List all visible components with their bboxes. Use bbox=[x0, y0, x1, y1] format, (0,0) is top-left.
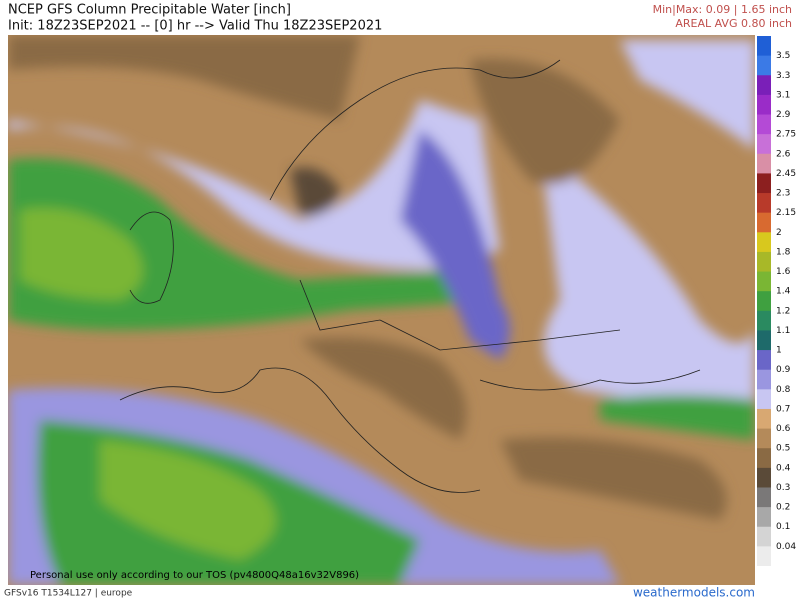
colorbar-segment bbox=[757, 173, 771, 194]
colorbar-segment bbox=[757, 389, 771, 410]
colorbar-label: 0.7 bbox=[776, 404, 790, 414]
colorbar-label: 1.6 bbox=[776, 267, 791, 277]
colorbar-segment bbox=[757, 487, 771, 508]
init-line: Init: 18Z23SEP2021 -- [0] hr --> Valid T… bbox=[8, 19, 382, 34]
colorbar-label: 2.3 bbox=[776, 189, 790, 199]
colorbar-segment bbox=[757, 36, 771, 57]
footer-site: weathermodels.com bbox=[633, 586, 755, 600]
map bbox=[8, 35, 755, 585]
colorbar-label: 0.9 bbox=[776, 365, 791, 375]
colorbar-segment bbox=[757, 153, 771, 174]
colorbar-label: 1.8 bbox=[776, 247, 791, 257]
colorbar-segment bbox=[757, 193, 771, 214]
colorbar-segment bbox=[757, 408, 771, 430]
colorbar-label: 0.1 bbox=[776, 522, 790, 532]
colorbar-label: 0.3 bbox=[776, 483, 790, 493]
footer-model: GFSv16 T1534L127 | europe bbox=[4, 589, 133, 599]
coastlines bbox=[119, 59, 701, 493]
colorbar-label: 3.3 bbox=[776, 71, 790, 81]
colorbar-segment bbox=[757, 291, 771, 312]
colorbar-label: 2.45 bbox=[776, 169, 796, 179]
min-max: Min|Max: 0.09 | 1.65 inch bbox=[653, 3, 792, 16]
colorbar-label: 2.6 bbox=[776, 149, 791, 159]
colorbar-label: 0.5 bbox=[776, 444, 790, 454]
colorbar-segment bbox=[757, 251, 771, 273]
colorbar-segment bbox=[757, 526, 771, 547]
colorbar-label: 2.9 bbox=[776, 110, 791, 120]
areal-avg: AREAL AVG 0.80 inch bbox=[675, 17, 792, 30]
colorbar-label: 3.5 bbox=[776, 51, 790, 61]
colorbar: 3.5 3.3 3.1 2.9 2.75 2.6 2.45 2.3 2.15 2 1.8 1.6 1.4… bbox=[757, 36, 796, 566]
watermark: Personal use only according to our TOS (… bbox=[30, 570, 359, 581]
colorbar-segment bbox=[757, 212, 771, 233]
colorbar-segment bbox=[757, 350, 771, 371]
colorbar-label: 1.1 bbox=[776, 326, 790, 336]
colorbar-label: 2 bbox=[776, 228, 782, 238]
colorbar-label: 3.1 bbox=[776, 90, 790, 100]
colorbar-segment bbox=[757, 232, 771, 253]
colorbar-segment bbox=[757, 428, 771, 449]
colorbar-segment bbox=[757, 467, 771, 488]
colorbar-segment bbox=[757, 55, 771, 76]
colorbar-label: 1.2 bbox=[776, 306, 790, 316]
colorbar-segment bbox=[757, 134, 771, 155]
colorbar-segment bbox=[757, 330, 771, 351]
colorbar-label: 0.4 bbox=[776, 463, 791, 473]
colorbar-segment bbox=[757, 271, 771, 292]
colorbar-label: 0.6 bbox=[776, 424, 791, 434]
colorbar-segment bbox=[757, 114, 771, 135]
colorbar-label: 1.4 bbox=[776, 287, 791, 297]
colorbar-segment bbox=[757, 369, 771, 390]
colorbar-segment bbox=[757, 310, 771, 331]
colorbar-label: 2.15 bbox=[776, 208, 796, 218]
colorbar-segment bbox=[757, 507, 771, 528]
colorbar-label: 0.8 bbox=[776, 385, 791, 395]
colorbar-segment bbox=[757, 94, 771, 116]
colorbar-segment bbox=[757, 448, 771, 469]
colorbar-label: 2.75 bbox=[776, 130, 796, 140]
colorbar-label: 0.2 bbox=[776, 503, 790, 513]
colorbar-segment bbox=[757, 546, 771, 566]
colorbar-segment bbox=[757, 75, 771, 96]
colorbar-label: 0.04 bbox=[776, 542, 796, 552]
title: NCEP GFS Column Precipitable Water [inch… bbox=[8, 3, 291, 18]
colorbar-label: 1 bbox=[776, 346, 782, 356]
